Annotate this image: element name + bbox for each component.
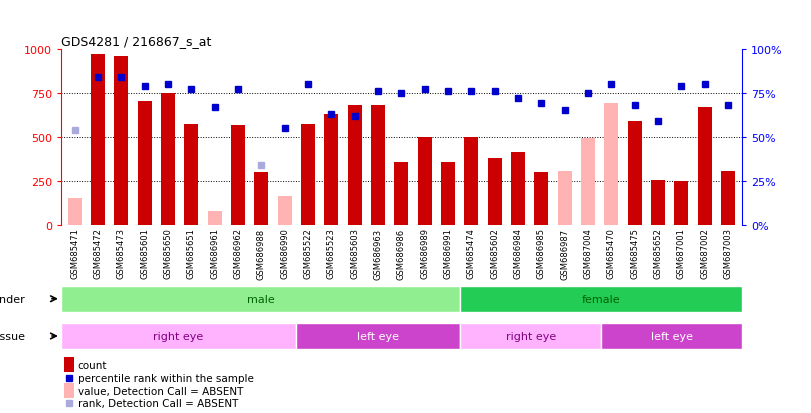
Bar [91, 55, 105, 225]
Text: left eye: left eye [650, 331, 693, 341]
Bar [161, 93, 175, 225]
Bar [651, 180, 665, 225]
Bar [114, 57, 128, 225]
Text: female: female [581, 294, 620, 304]
Bar [441, 163, 455, 225]
Text: GDS4281 / 216867_s_at: GDS4281 / 216867_s_at [61, 36, 211, 48]
Text: percentile rank within the sample: percentile rank within the sample [78, 373, 254, 383]
Bar [61, 323, 296, 349]
Bar [231, 126, 245, 225]
Text: gender: gender [0, 294, 26, 304]
Bar [675, 181, 689, 225]
Text: rank, Detection Call = ABSENT: rank, Detection Call = ABSENT [78, 399, 238, 408]
Bar [418, 138, 431, 225]
Text: left eye: left eye [357, 331, 399, 341]
Bar [534, 173, 548, 225]
Bar [721, 171, 735, 225]
Bar [604, 104, 619, 225]
Bar [371, 106, 385, 225]
Bar [460, 286, 742, 312]
Bar [64, 383, 75, 398]
Bar [255, 173, 268, 225]
Bar [68, 199, 82, 225]
Text: tissue: tissue [0, 331, 26, 341]
Bar [324, 114, 338, 225]
Text: right eye: right eye [153, 331, 204, 341]
Bar [278, 197, 292, 225]
Text: right eye: right eye [505, 331, 556, 341]
Text: male: male [247, 294, 274, 304]
Bar [208, 211, 221, 225]
Bar [61, 286, 460, 312]
Bar [296, 323, 460, 349]
Bar [465, 138, 478, 225]
Bar [697, 107, 712, 225]
Bar [511, 152, 525, 225]
Bar [184, 125, 199, 225]
Text: value, Detection Call = ABSENT: value, Detection Call = ABSENT [78, 386, 243, 396]
Text: count: count [78, 360, 107, 370]
Bar [601, 323, 742, 349]
Bar [348, 106, 362, 225]
Bar [487, 159, 502, 225]
Bar [558, 171, 572, 225]
Bar [460, 323, 601, 349]
Bar [581, 139, 595, 225]
Bar [301, 125, 315, 225]
Bar [64, 357, 75, 373]
Bar [138, 102, 152, 225]
Bar [394, 163, 409, 225]
Bar [628, 121, 642, 225]
